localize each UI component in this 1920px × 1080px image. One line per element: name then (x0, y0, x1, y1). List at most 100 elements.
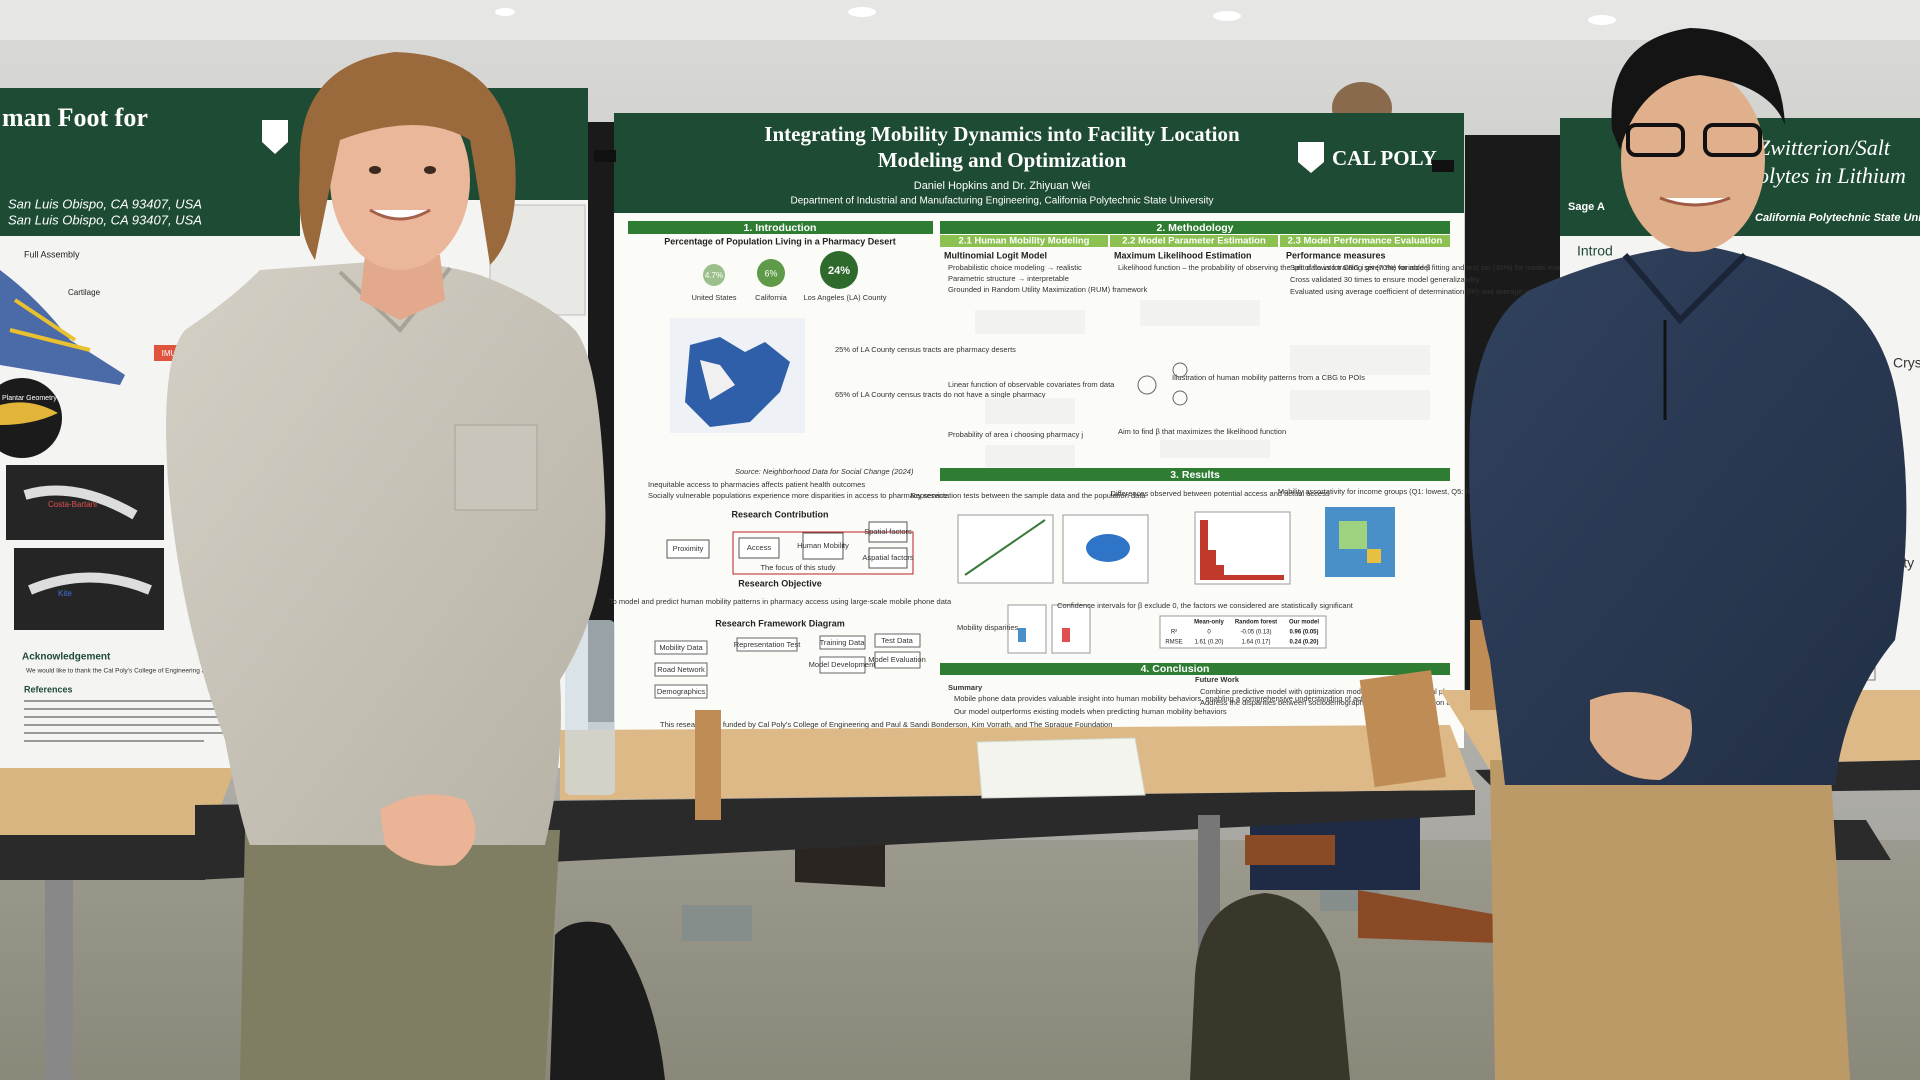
diagram-box (874, 651, 921, 669)
logo-shield (1298, 142, 1324, 173)
equation (1290, 345, 1430, 375)
table-leg (45, 880, 73, 1080)
table-header: Mean-only (1194, 620, 1224, 626)
objective: To model and predict human mobility patt… (609, 597, 952, 606)
section-bar (940, 221, 1450, 234)
subsection-heading: Research Objective (738, 578, 822, 588)
section-bar (940, 468, 1450, 481)
table-cell: 0.24 (0.20) (1289, 640, 1318, 646)
eye (369, 166, 381, 174)
subsection-heading: 2.1 Human Mobility Modeling (959, 236, 1090, 247)
poster-affiliation: Department of Industrial and Manufacturi… (791, 196, 1214, 207)
section-bar (940, 663, 1450, 675)
section-heading: Introd (1577, 243, 1613, 259)
result-figures (957, 507, 1395, 654)
poster-stand (695, 710, 721, 820)
light (848, 7, 876, 17)
subsection-heading: 2.3 Model Performance Evaluation (1288, 236, 1443, 247)
stat-label: California (755, 293, 788, 302)
histogram (1194, 511, 1291, 585)
stat-circle (820, 251, 858, 289)
box (1062, 628, 1070, 642)
diagram-box (868, 547, 908, 569)
text-line (24, 732, 239, 734)
fact: 65% of LA County census tracts do not ha… (835, 390, 1046, 399)
bullet: Cross validated 30 times to ensure model… (1290, 275, 1480, 284)
table-cell: 0 (1207, 630, 1211, 636)
text-line (24, 700, 239, 702)
equation (985, 398, 1075, 424)
confidence-note: Confidence intervals for β exclude 0, th… (1057, 601, 1354, 610)
face (330, 90, 470, 270)
diagram-box (819, 635, 866, 650)
diagram-box (736, 637, 798, 652)
table-header: Our model (1289, 620, 1319, 626)
problem: Socially vulnerable populations experien… (648, 491, 947, 500)
framework-diagram (654, 633, 921, 699)
box (1018, 628, 1026, 642)
hands (380, 794, 476, 866)
hair (1611, 28, 1785, 150)
sweater (1469, 245, 1907, 785)
subsection-bar (1280, 235, 1450, 247)
diagram-box (654, 684, 708, 699)
bone (23, 485, 138, 520)
backpack (550, 921, 665, 1080)
diagram-box (802, 532, 844, 560)
figure-label: Costa-Bartani (48, 500, 97, 509)
binder-clip (594, 150, 616, 162)
poster-authors: Sage A (1568, 201, 1605, 213)
problem: Inequitable access to pharmacies affects… (648, 480, 865, 489)
table-header: Random forest (1235, 620, 1277, 626)
ceiling-lights (495, 7, 1616, 25)
bullet: Linear function of observable covariates… (948, 380, 1115, 389)
poster-affiliation: California Polytechnic State University (1755, 212, 1920, 224)
source: Source: Neighborhood Data for Social Cha… (735, 467, 914, 476)
section-bar (628, 221, 933, 234)
section-heading: Cryst (1893, 355, 1920, 371)
pants (1490, 760, 1850, 1080)
subsection-bar (940, 235, 1108, 247)
neck (360, 255, 445, 320)
bullet: Split data into training set (70%) for m… (1290, 263, 1582, 272)
plantar-map (0, 402, 58, 425)
stat-circle (703, 264, 725, 286)
heatmap-cell (1367, 549, 1381, 563)
hair (299, 52, 516, 265)
poster-title: Integrating Mobility Dynamics into Facil… (764, 122, 1240, 146)
light (495, 8, 515, 16)
diagram-label: Mobility Data (659, 643, 703, 652)
equation (985, 445, 1075, 467)
bullet: Parametric structure → interpretable (948, 274, 1069, 283)
ceiling (0, 0, 1920, 40)
diagram-label: Human Mobility (797, 541, 849, 550)
table-cell: 1.64 (0.17) (1241, 640, 1270, 646)
poster-stand (1359, 670, 1446, 788)
bullet: Likelihood function – the probability of… (1118, 263, 1431, 272)
caption: Differences observed between potential a… (1110, 489, 1329, 498)
light (1588, 15, 1616, 25)
caption: Representation tests between the sample … (910, 491, 1146, 500)
person-left (166, 52, 606, 1080)
shoe (1826, 820, 1891, 860)
figure-label: IMU (162, 349, 177, 358)
figure-label: Plantar Geometry (2, 395, 57, 402)
diagram-label: Spatial factors (864, 527, 912, 536)
chart-title: Percentage of Population Living in a Pha… (664, 236, 896, 246)
diagram-box (738, 537, 780, 559)
shoe (1245, 835, 1335, 865)
text-line (24, 740, 204, 742)
bone (28, 572, 152, 595)
diagram-label: Aspatial factors (862, 553, 914, 562)
paper-sheet (976, 737, 1146, 799)
section-heading: 3. Results (1170, 469, 1220, 481)
results-table: Mean-only Random forest Our model R² 0 -0.05 … (1159, 615, 1327, 649)
box-plot (1007, 604, 1047, 654)
text-line (24, 724, 239, 726)
histogram-bars (1200, 520, 1284, 580)
diagram-box (874, 633, 921, 648)
map-region (685, 337, 790, 427)
light (1213, 11, 1241, 21)
